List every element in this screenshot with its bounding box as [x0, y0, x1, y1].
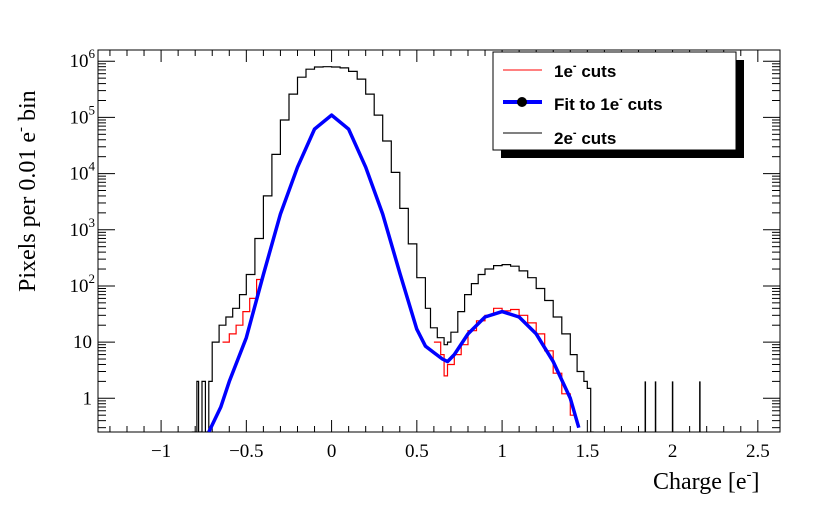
legend-label-1e: 1e- cuts [554, 60, 616, 81]
legend-label-fit: Fit to 1e- cuts [554, 93, 663, 114]
series-layer [191, 66, 701, 432]
y-axis-title: Pixels per 0.01 e- bin [13, 90, 41, 292]
x-tick-label: 1 [497, 441, 507, 462]
y-tick-label: 103 [70, 215, 96, 241]
y-tick-label: 106 [70, 46, 96, 72]
x-tick-label: 2 [668, 441, 678, 462]
y-tick-label: 102 [70, 271, 96, 297]
x-tick-label: −0.5 [229, 441, 263, 462]
legend-marker-fit [517, 97, 527, 107]
x-tick-label: 0 [327, 441, 337, 462]
legend-label-2e: 2e- cuts [554, 127, 616, 148]
x-tick-label: 2.5 [746, 441, 770, 462]
legend: 1e- cuts Fit to 1e- cuts 2e- cuts [492, 51, 744, 158]
axis-ticks [98, 50, 780, 432]
x-tick-label: −1 [151, 441, 171, 462]
y-tick-label: 10 [73, 332, 92, 353]
y-tick-label: 1 [83, 388, 93, 409]
series-2e-cuts [191, 66, 594, 432]
y-tick-label: 104 [70, 159, 96, 185]
x-axis-title: Charge [e-] [653, 467, 760, 495]
series-fit-1e-cuts [207, 113, 581, 432]
x-tick-label: 1.5 [575, 441, 599, 462]
x-tick-label: 0.5 [405, 441, 429, 462]
y-tick-label: 105 [70, 102, 96, 128]
